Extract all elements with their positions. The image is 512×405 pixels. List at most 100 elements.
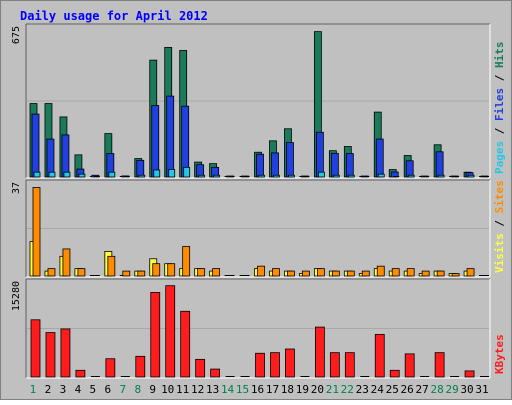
bar-sites-day-21 [331, 270, 340, 277]
x-tick-label-day-4: 4 [75, 383, 82, 396]
bar-kbytes-day-20 [314, 326, 325, 378]
legend-entry-visits: Visits [493, 233, 506, 273]
bar-kbytes-day-16 [255, 352, 265, 378]
bar-sites-day-3 [62, 248, 71, 277]
bar-kbytes-day-28 [434, 352, 445, 378]
bar-kbytes-day-26 [404, 353, 415, 378]
legend-entry-files: Files [493, 88, 506, 121]
bar-sites-day-19 [302, 270, 310, 277]
bar-kbytes-day-11 [180, 310, 191, 378]
bar-sites-day-9 [152, 263, 161, 277]
bar-pages-day-22 [347, 174, 355, 178]
x-tick-label-day-29: 29 [445, 383, 458, 396]
x-tick-label-day-13: 13 [206, 383, 219, 396]
bar-kbytes-day-24 [374, 333, 385, 378]
x-tick-label-day-17: 17 [266, 383, 279, 396]
bar-kbytes-day-9 [150, 291, 161, 378]
x-tick-label-day-26: 26 [401, 383, 414, 396]
x-tick-label-day-2: 2 [45, 383, 52, 396]
bar-pages-day-4 [78, 173, 86, 178]
bar-pages-day-26 [407, 174, 415, 178]
legend-separator: / [493, 68, 506, 88]
bar-pages-day-27-baseline [423, 176, 430, 177]
bar-files-day-18 [286, 142, 294, 178]
x-tick-label-day-19: 19 [296, 383, 309, 396]
bar-files-day-20 [315, 131, 324, 178]
bar-pages-day-18 [288, 174, 295, 178]
bar-pages-day-13 [213, 174, 221, 178]
bar-kbytes-day-6 [105, 358, 116, 378]
bar-kbytes-day-31-baseline [480, 376, 490, 377]
bar-pages-day-21 [332, 174, 340, 178]
bar-files-day-11 [181, 105, 190, 178]
x-axis-labels: 1 2 3 4 5 6 7 8 9 10 11 12 13 14 15 16 17 18 19 20 21 22 23 24 2… [30, 383, 489, 396]
bar-files-day-8 [136, 159, 145, 178]
bar-sites-day-2 [47, 268, 56, 277]
bar-kbytes-day-27-baseline [420, 376, 430, 377]
bar-sites-day-14-baseline [227, 275, 235, 276]
bar-sites-day-7 [122, 270, 131, 277]
bar-kbytes-day-14-baseline [225, 376, 235, 377]
bar-sites-day-12 [197, 268, 206, 277]
legend-separator: / [493, 121, 506, 141]
legend-visits_sites: Visits / Sites [493, 180, 506, 273]
bar-sites-day-18 [287, 270, 295, 277]
x-tick-label-day-22: 22 [341, 383, 354, 396]
bar-kbytes-day-23-baseline [360, 376, 370, 377]
bar-pages-day-15-baseline [243, 176, 250, 177]
bar-sites-day-24 [376, 265, 385, 277]
legend-entry-pages: Pages [493, 141, 506, 174]
bar-pages-day-24 [377, 173, 385, 178]
bar-pages-day-8 [138, 174, 146, 178]
bar-sites-day-10 [167, 263, 176, 277]
bar-kbytes-day-10 [165, 285, 176, 378]
bar-pages-day-25-baseline [393, 176, 400, 177]
bar-files-day-1 [31, 113, 40, 178]
legend-hits_files_pages: Pages / Files / Hits [493, 42, 506, 175]
x-tick-label-day-12: 12 [191, 383, 204, 396]
bar-kbytes-day-3 [60, 328, 71, 378]
bar-sites-day-27 [421, 270, 430, 277]
bar-sites-day-29 [451, 273, 460, 277]
x-tick-label-day-3: 3 [60, 383, 67, 396]
x-tick-label-day-20: 20 [311, 383, 324, 396]
bar-files-day-21 [330, 152, 339, 178]
x-tick-label-day-6: 6 [105, 383, 112, 396]
bar-sites-day-31-baseline [482, 275, 490, 276]
bar-files-day-2 [46, 138, 55, 178]
bar-pages-day-7-baseline [123, 176, 130, 177]
bar-kbytes-day-13 [210, 368, 221, 378]
bar-kbytes-day-22 [344, 352, 355, 378]
x-tick-label-day-11: 11 [176, 383, 189, 396]
bar-files-day-9 [151, 105, 160, 178]
y-max-label-visits_sites: 37 [11, 182, 22, 194]
bar-files-day-3 [61, 134, 70, 178]
x-tick-label-day-31: 31 [475, 383, 488, 396]
bar-kbytes-day-12 [195, 358, 206, 378]
bar-sites-day-26 [406, 268, 415, 277]
bar-sites-day-8 [137, 270, 146, 277]
bar-pages-day-16 [258, 174, 265, 178]
x-tick-label-day-5: 5 [90, 383, 97, 396]
bar-pages-day-10 [168, 169, 176, 178]
x-tick-label-day-14: 14 [221, 383, 235, 396]
bar-sites-day-28 [436, 270, 445, 277]
x-tick-label-day-16: 16 [251, 383, 264, 396]
bar-kbytes-day-29-baseline [450, 376, 460, 377]
bar-pages-day-5-baseline [93, 176, 100, 177]
bar-sites-day-22 [346, 270, 355, 277]
x-tick-label-day-8: 8 [134, 383, 141, 396]
bar-pages-day-2 [48, 171, 56, 178]
x-tick-label-day-24: 24 [371, 383, 385, 396]
bar-files-day-22 [345, 153, 354, 178]
bar-pages-day-1 [33, 171, 41, 178]
bar-pages-day-19-baseline [303, 176, 310, 177]
bar-kbytes-day-21 [329, 352, 340, 378]
x-tick-label-day-9: 9 [149, 383, 156, 396]
bar-kbytes-day-30 [464, 370, 475, 378]
bar-kbytes-day-19-baseline [300, 376, 310, 377]
bar-pages-day-12 [198, 174, 206, 178]
bar-sites-day-17 [272, 268, 280, 277]
